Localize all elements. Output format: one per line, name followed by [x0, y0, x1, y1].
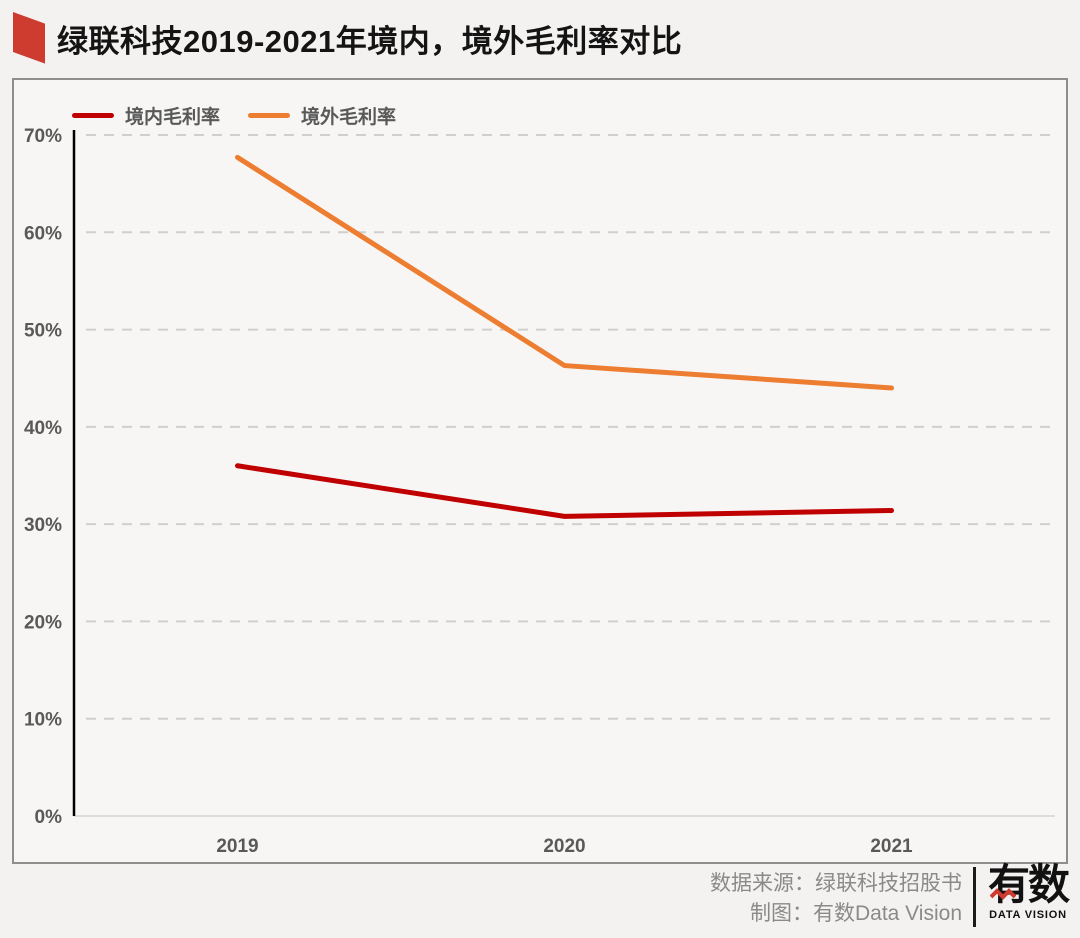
- y-tick-label: 60%: [24, 223, 62, 244]
- legend-label-domestic: 境内毛利率: [125, 107, 221, 128]
- y-tick-label: 70%: [24, 126, 62, 147]
- y-tick-label: 50%: [24, 321, 62, 342]
- series-line-1: [235, 154, 894, 391]
- x-tick-label: 2019: [216, 836, 258, 857]
- title-marker-icon: [13, 12, 45, 64]
- brand-logo-text: 有数: [985, 862, 1071, 908]
- domestic-line-swatch-icon: [72, 113, 114, 118]
- legend-item-overseas: 境外毛利率: [248, 102, 396, 129]
- data-source-text: 数据来源：绿联科技招股书: [710, 872, 962, 895]
- series-line-0: [235, 463, 894, 519]
- footer-credits: 数据来源：绿联科技招股书 制图：有数Data Vision: [380, 869, 962, 929]
- y-tick-label: 40%: [24, 418, 62, 439]
- page-title: 绿联科技2019-2021年境内，境外毛利率对比: [57, 24, 683, 59]
- legend-item-domestic: 境内毛利率: [72, 102, 220, 129]
- chart-legend: 境内毛利率 境外毛利率: [72, 102, 424, 129]
- logo-characters: 有数: [987, 861, 1070, 908]
- overseas-line-swatch-icon: [248, 113, 291, 118]
- chart-credit-text: 制图：有数Data Vision: [749, 902, 962, 925]
- y-tick-label: 20%: [24, 612, 62, 633]
- brand-logo: 有数 DATA VISION: [985, 862, 1071, 922]
- line-chart: 0% 10% 20% 30% 40% 50% 60% 70% 2019 2020 2021: [24, 126, 1055, 857]
- y-tick-label: 30%: [24, 515, 62, 536]
- chart-panel: 境内毛利率 境外毛利率 0% 10% 20% 30% 40% 50% 60% 70% 2019 2…: [12, 78, 1068, 864]
- x-tick-label: 2020: [543, 836, 585, 857]
- brand-logo-subtext: DATA VISION: [989, 909, 1067, 921]
- footer-divider: [973, 867, 976, 927]
- x-tick-label: 2021: [870, 836, 913, 857]
- y-tick-label: 10%: [24, 710, 62, 731]
- logo-zigzag-icon: [990, 888, 1016, 900]
- y-tick-label: 0%: [35, 807, 63, 828]
- legend-label-overseas: 境外毛利率: [301, 107, 397, 128]
